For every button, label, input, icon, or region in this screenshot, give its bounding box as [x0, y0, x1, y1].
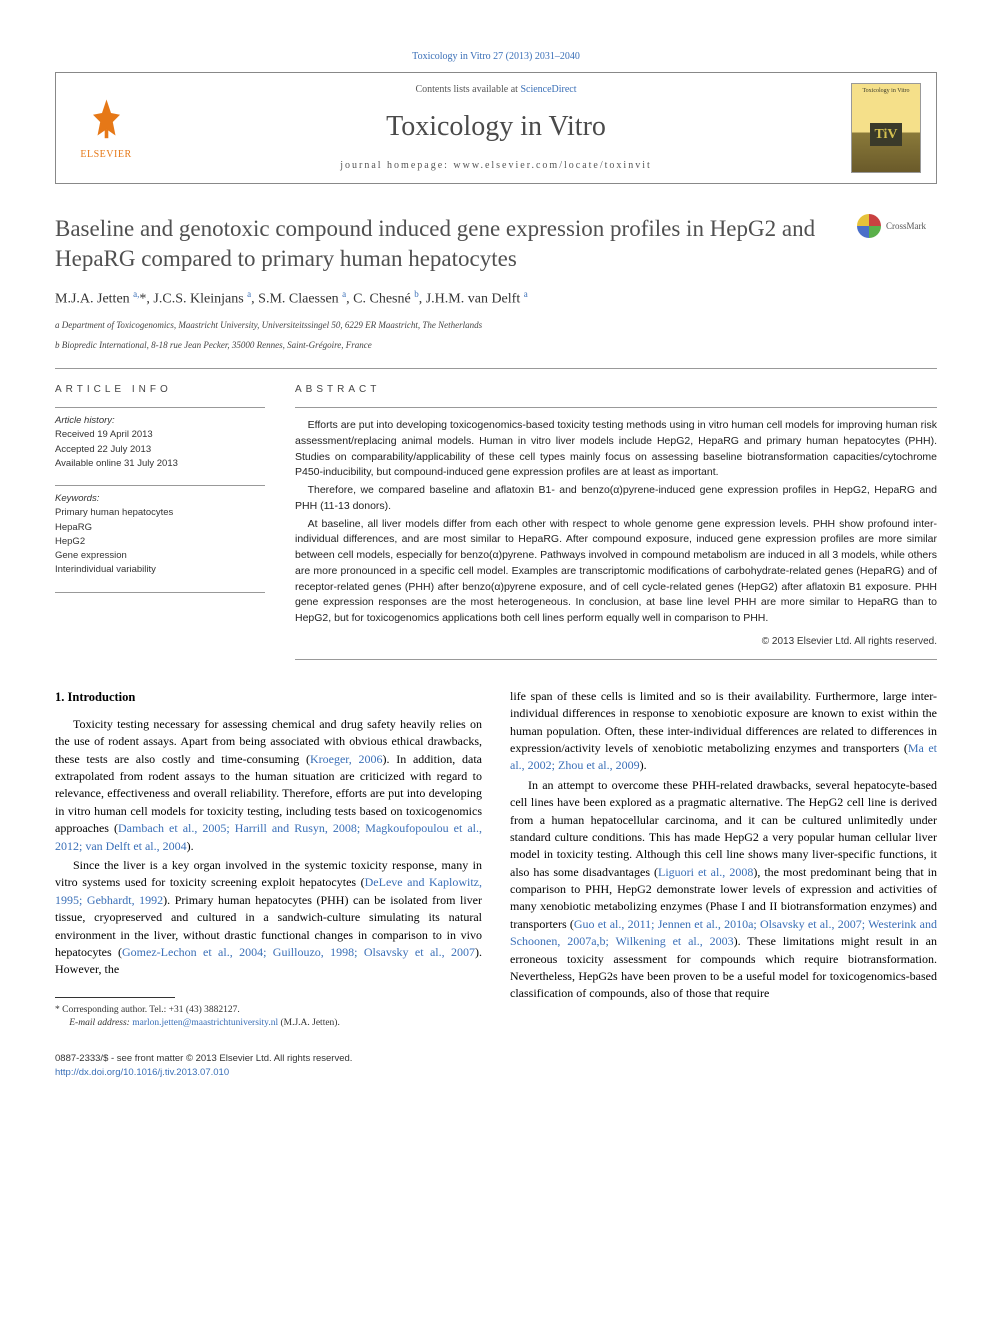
keyword: Primary human hepatocytes — [55, 506, 265, 520]
crossmark-badge[interactable]: CrossMark — [857, 214, 937, 238]
info-divider — [55, 592, 265, 593]
elsevier-tree-icon — [84, 95, 129, 146]
email-suffix: (M.J.A. Jetten). — [278, 1018, 340, 1028]
crossmark-icon — [857, 214, 881, 238]
affiliation-a: a Department of Toxicogenomics, Maastric… — [55, 319, 937, 333]
copyright-line: © 2013 Elsevier Ltd. All rights reserved… — [295, 635, 937, 649]
info-divider — [55, 407, 265, 408]
keyword: Interindividual variability — [55, 563, 265, 577]
article-info-column: ARTICLE INFO Article history: Received 1… — [55, 383, 265, 660]
title-section: Baseline and genotoxic compound induced … — [55, 214, 937, 274]
elsevier-logo[interactable]: ELSEVIER — [71, 95, 141, 162]
reference-link[interactable]: Liguori et al., 2008 — [658, 865, 753, 879]
journal-header: ELSEVIER Contents lists available at Sci… — [55, 72, 937, 184]
citation-line: Toxicology in Vitro 27 (2013) 2031–2040 — [55, 50, 937, 64]
accepted-date: Accepted 22 July 2013 — [55, 443, 265, 457]
email-link[interactable]: marlon.jetten@maastrichtuniversity.nl — [132, 1018, 278, 1028]
info-abstract-row: ARTICLE INFO Article history: Received 1… — [55, 383, 937, 660]
affiliation-b: b Biopredic International, 8-18 rue Jean… — [55, 339, 937, 353]
abstract-p3: At baseline, all liver models differ fro… — [295, 517, 937, 627]
header-center: Contents lists available at ScienceDirec… — [141, 83, 851, 172]
publisher-name: ELSEVIER — [80, 148, 131, 162]
contents-prefix: Contents lists available at — [415, 84, 520, 95]
body-column-right: life span of these cells is limited and … — [510, 688, 937, 1031]
body-paragraph: In an attempt to overcome these PHH-rela… — [510, 777, 937, 1003]
received-date: Received 19 April 2013 — [55, 428, 265, 442]
abstract-text: Efforts are put into developing toxicoge… — [295, 418, 937, 627]
history-label: Article history: — [55, 414, 265, 428]
article-title: Baseline and genotoxic compound induced … — [55, 214, 937, 274]
issn-line: 0887-2333/$ - see front matter © 2013 El… — [55, 1052, 937, 1065]
article-history: Article history: Received 19 April 2013 … — [55, 414, 265, 471]
keyword: HepG2 — [55, 535, 265, 549]
abstract-p2: Therefore, we compared baseline and afla… — [295, 483, 937, 515]
abstract-heading: ABSTRACT — [295, 383, 937, 397]
homepage-line[interactable]: journal homepage: www.elsevier.com/locat… — [141, 159, 851, 173]
reference-link[interactable]: Dambach et al., 2005; Harrill and Rusyn,… — [55, 821, 482, 852]
sciencedirect-link[interactable]: ScienceDirect — [520, 84, 576, 95]
crossmark-label: CrossMark — [886, 220, 926, 233]
body-text: ). — [640, 758, 647, 772]
journal-name: Toxicology in Vitro — [141, 107, 851, 146]
cover-title: Toxicology in Vitro — [862, 88, 909, 95]
divider — [55, 368, 937, 369]
page-footer: 0887-2333/$ - see front matter © 2013 El… — [55, 1052, 937, 1079]
reference-link[interactable]: Kroeger, 2006 — [310, 752, 383, 766]
abstract-column: ABSTRACT Efforts are put into developing… — [295, 383, 937, 660]
body-text: life span of these cells is limited and … — [510, 689, 937, 755]
keyword: Gene expression — [55, 549, 265, 563]
journal-cover-thumbnail: Toxicology in Vitro TiV — [851, 83, 921, 173]
section-heading-intro: 1. Introduction — [55, 688, 482, 706]
body-paragraph: Since the liver is a key organ involved … — [55, 857, 482, 979]
email-label: E-mail address: — [69, 1018, 132, 1028]
abstract-p1: Efforts are put into developing toxicoge… — [295, 418, 937, 481]
footnote-rule — [55, 997, 175, 998]
body-text: In an attempt to overcome these PHH-rela… — [510, 778, 937, 879]
corresponding-author-note: * Corresponding author. Tel.: +31 (43) 3… — [55, 1004, 482, 1031]
abstract-divider-bottom — [295, 659, 937, 660]
body-column-left: 1. Introduction Toxicity testing necessa… — [55, 688, 482, 1031]
reference-link[interactable]: Gomez-Lechon et al., 2004; Guillouzo, 19… — [122, 945, 475, 959]
body-columns: 1. Introduction Toxicity testing necessa… — [55, 688, 937, 1031]
corresponding-tel: * Corresponding author. Tel.: +31 (43) 3… — [55, 1004, 482, 1017]
body-paragraph: Toxicity testing necessary for assessing… — [55, 716, 482, 855]
cover-logo-icon: TiV — [870, 123, 901, 147]
keywords-label: Keywords: — [55, 492, 265, 506]
article-info-heading: ARTICLE INFO — [55, 383, 265, 397]
keywords-block: Keywords: Primary human hepatocytes Hepa… — [55, 492, 265, 578]
citation-link[interactable]: Toxicology in Vitro 27 (2013) 2031–2040 — [412, 51, 580, 62]
body-text: ). — [187, 839, 194, 853]
contents-line: Contents lists available at ScienceDirec… — [141, 83, 851, 97]
abstract-divider — [295, 407, 937, 408]
corresponding-email-line: E-mail address: marlon.jetten@maastricht… — [55, 1017, 482, 1030]
info-divider — [55, 485, 265, 486]
body-paragraph: life span of these cells is limited and … — [510, 688, 937, 775]
authors-line: M.J.A. Jetten a,*, J.C.S. Kleinjans a, S… — [55, 288, 937, 309]
page-container: Toxicology in Vitro 27 (2013) 2031–2040 … — [0, 0, 992, 1119]
online-date: Available online 31 July 2013 — [55, 457, 265, 471]
keyword: HepaRG — [55, 521, 265, 535]
doi-link[interactable]: http://dx.doi.org/10.1016/j.tiv.2013.07.… — [55, 1067, 229, 1078]
